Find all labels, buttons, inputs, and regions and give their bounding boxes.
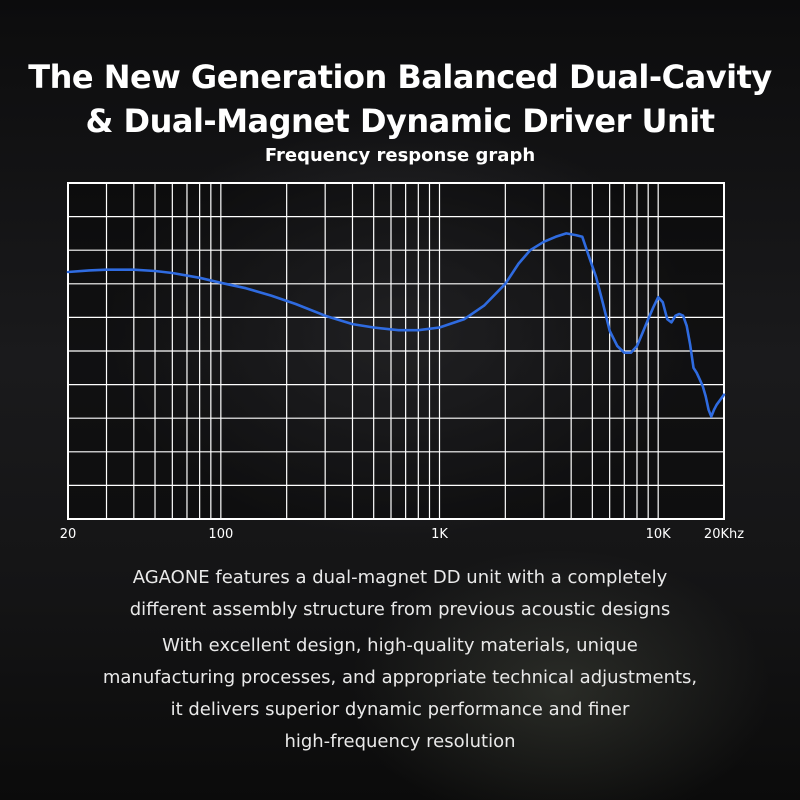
x-tick-label: 1K: [431, 527, 448, 542]
description-line: different assembly structure from previo…: [129, 599, 671, 620]
chart-title: Frequency response graph: [264, 145, 536, 166]
description-line: high-frequency resolution: [284, 731, 516, 752]
title-line: & Dual-Magnet Dynamic Driver Unit: [85, 102, 715, 141]
x-tick-label: 100: [208, 527, 233, 542]
title-line: The New Generation Balanced Dual-Cavity: [28, 58, 772, 97]
description-line: it delivers superior dynamic performance…: [170, 699, 630, 720]
description-line: manufacturing processes, and appropriate…: [102, 667, 698, 688]
frequency-response-line: [66, 232, 726, 418]
x-tick-label: 20: [60, 527, 77, 542]
x-axis-tick-labels: 20 100 1K 10K 20Khz: [60, 527, 745, 542]
x-tick-label: 10K: [646, 527, 672, 542]
description-line: With excellent design, high-quality mate…: [162, 635, 638, 656]
description-line: AGAONE features a dual-magnet DD unit wi…: [132, 567, 668, 588]
description-paragraph-2: With excellent design, high-quality mate…: [0, 630, 800, 758]
horizontal-gridlines: [68, 216, 724, 486]
page-title: The New Generation Balanced Dual-Cavity …: [0, 55, 800, 143]
description-paragraph-1: AGAONE features a dual-magnet DD unit wi…: [0, 562, 800, 626]
x-tick-label: 20Khz: [704, 527, 744, 542]
